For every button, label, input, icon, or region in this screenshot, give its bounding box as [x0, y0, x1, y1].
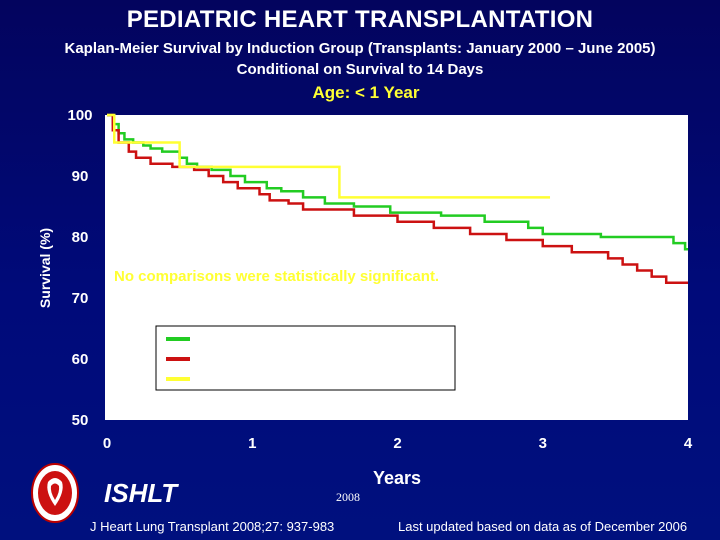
legend-entry-2: IL2R-antagonist (N = 23) [195, 371, 356, 387]
x-tick-label: 1 [248, 435, 256, 452]
significance-annotation: No comparisons were statistically signif… [114, 268, 439, 285]
ishlt-wordmark: ISHLT [104, 478, 178, 508]
series-line-1 [107, 113, 688, 284]
y-tick-label: 80 [72, 229, 89, 246]
y-axis-label: Survival (%) [37, 228, 53, 308]
y-tick-label: 60 [72, 351, 89, 368]
y-tick-label: 90 [72, 168, 89, 185]
y-tick-label: 70 [72, 290, 89, 307]
x-tick-label: 2 [393, 435, 401, 452]
y-tick-label: 100 [67, 107, 92, 124]
series-line-2 [107, 113, 551, 199]
x-axis-label: Years [373, 468, 421, 488]
x-tick-label: 3 [539, 435, 547, 452]
chart-subtitle: Kaplan-Meier Survival by Induction Group… [64, 40, 656, 57]
legend: No induction (N = 185) Polyclonal inducti… [155, 325, 456, 391]
chart-title: PEDIATRIC HEART TRANSPLANTATION [126, 6, 594, 33]
journal-citation: J Heart Lung Transplant 2008;27: 937-983 [90, 519, 335, 534]
legend-entry-1: Polyclonal induction (N = 191) [195, 351, 395, 367]
legend-entry-0: No induction (N = 185) [195, 331, 343, 347]
ishlt-logo [30, 462, 80, 524]
legend-box [155, 325, 456, 391]
data-updated-note: Last updated based on data as of Decembe… [398, 519, 688, 534]
y-tick-label: 50 [72, 412, 89, 429]
chart-subtitle-conditional: Conditional on Survival to 14 Days [236, 61, 484, 78]
x-tick-label: 0 [103, 435, 111, 452]
age-group-label: Age: < 1 Year [312, 83, 420, 102]
x-tick-label: 4 [684, 435, 693, 452]
copyright-year: 2008 [336, 490, 360, 504]
